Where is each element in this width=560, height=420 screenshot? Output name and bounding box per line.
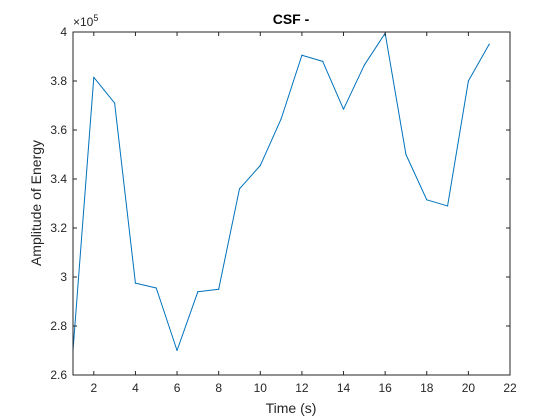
axes-box bbox=[72, 31, 511, 376]
data-point bbox=[134, 282, 137, 284]
data-point bbox=[114, 102, 116, 104]
y-tick-label: 3.8 bbox=[50, 74, 67, 88]
x-tick-label: 2 bbox=[90, 381, 97, 395]
axes-layer bbox=[72, 31, 511, 376]
data-point bbox=[342, 108, 345, 110]
x-tick-label: 6 bbox=[174, 381, 181, 395]
data-point bbox=[238, 188, 241, 190]
data-point bbox=[280, 118, 282, 120]
x-tick-label: 16 bbox=[378, 381, 392, 395]
y-exponent-label: ×105 bbox=[73, 13, 98, 29]
y-axis-label: Amplitude of Energy bbox=[28, 140, 44, 266]
y-tick-label: 2.8 bbox=[50, 319, 67, 333]
x-tick-label: 18 bbox=[420, 381, 434, 395]
data-point bbox=[405, 153, 407, 156]
data-point bbox=[93, 76, 95, 78]
data-point bbox=[363, 64, 365, 66]
y-tick-label: 2.6 bbox=[50, 368, 67, 382]
ticks-layer: 2 4 6 8 10 12 14 16 18 20 22 2.6 2.8 3 3.2 3.4 3.6 3.8 4 bbox=[50, 25, 517, 395]
y-tick-label: 4 bbox=[60, 25, 67, 39]
y-tick-label: 3.6 bbox=[50, 123, 67, 137]
data-point bbox=[218, 288, 220, 290]
data-point bbox=[197, 291, 199, 293]
x-tick-label: 14 bbox=[337, 381, 351, 395]
y-tick-label: 3 bbox=[60, 270, 67, 284]
x-tick-label: 22 bbox=[503, 381, 517, 395]
x-tick-label: 20 bbox=[462, 381, 476, 395]
x-tick-label: 10 bbox=[254, 381, 268, 395]
data-point bbox=[322, 60, 324, 63]
y-exponent-base: ×10 bbox=[73, 15, 94, 29]
data-point bbox=[301, 54, 303, 56]
data-point bbox=[446, 205, 449, 207]
x-axis-label: Time (s) bbox=[266, 400, 317, 416]
data-point bbox=[488, 43, 490, 45]
y-exponent-power: 5 bbox=[93, 13, 98, 23]
data-point bbox=[426, 199, 428, 201]
x-tick-label: 8 bbox=[215, 381, 222, 395]
plot-area bbox=[73, 32, 510, 375]
data-point bbox=[259, 164, 261, 167]
data-point bbox=[467, 80, 469, 82]
x-tick-label: 12 bbox=[295, 381, 309, 395]
y-tick-label: 3.4 bbox=[50, 172, 67, 186]
series-layer bbox=[72, 32, 490, 352]
y-tick-label: 3.2 bbox=[50, 221, 67, 235]
data-point bbox=[155, 287, 157, 289]
data-point bbox=[176, 349, 178, 352]
chart-title: CSF - bbox=[273, 11, 310, 27]
x-tick-label: 4 bbox=[132, 381, 139, 395]
